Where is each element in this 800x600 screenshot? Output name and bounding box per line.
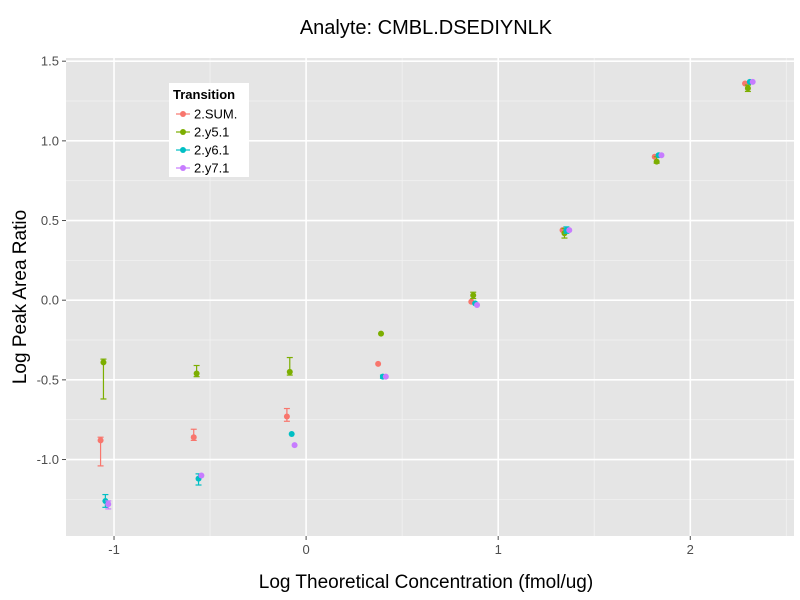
- legend-item: 2.SUM.: [176, 107, 237, 122]
- legend-item: 2.y5.1: [176, 125, 229, 140]
- x-axis: -1 0 1 2: [108, 536, 694, 557]
- data-point: [474, 301, 481, 308]
- legend-key-point: [180, 111, 186, 117]
- data-point: [193, 370, 200, 377]
- legend-label: 2.y5.1: [194, 125, 229, 140]
- data-point: [382, 373, 389, 380]
- data-point: [653, 158, 660, 165]
- data-point: [291, 442, 298, 449]
- legend-item: 2.y7.1: [176, 161, 229, 176]
- y-tick-label: 1.0: [41, 133, 59, 148]
- data-point: [100, 359, 107, 366]
- y-tick-label: 1.5: [41, 54, 59, 69]
- data-point: [288, 431, 295, 438]
- data-point: [566, 227, 573, 234]
- data-point: [749, 78, 756, 85]
- data-point: [375, 360, 382, 367]
- data-point: [470, 292, 477, 299]
- series-2-sum: [97, 80, 749, 467]
- error-bar: [100, 358, 107, 400]
- legend-label: 2.SUM.: [194, 107, 237, 122]
- y-axis-title: Log Peak Area Ratio: [10, 210, 31, 384]
- y-tick-label: -1.0: [37, 452, 59, 467]
- data-point: [190, 434, 197, 441]
- legend: Transition 2.SUM. 2.y5.1 2.y6.1 2.y7.1: [169, 83, 249, 177]
- legend-label: 2.y6.1: [194, 143, 229, 158]
- y-tick-label: 0.5: [41, 213, 59, 228]
- legend-label: 2.y7.1: [194, 161, 229, 176]
- data-point: [105, 501, 112, 508]
- legend-key-point: [180, 129, 186, 135]
- legend-title: Transition: [173, 87, 235, 102]
- minor-gridlines: [66, 58, 794, 536]
- series-2-y5-1: [100, 84, 751, 400]
- legend-key-point: [180, 147, 186, 153]
- data-series: [97, 78, 756, 510]
- y-tick-label: 0.0: [41, 293, 59, 308]
- data-point: [286, 368, 293, 375]
- legend-key-point: [180, 165, 186, 171]
- series-2-y7-1: [105, 78, 756, 510]
- major-gridlines: [66, 58, 794, 536]
- x-tick-label: 2: [687, 542, 694, 557]
- x-axis-title: Log Theoretical Concentration (fmol/ug): [259, 572, 593, 593]
- legend-item: 2.y6.1: [176, 143, 229, 158]
- data-point: [97, 437, 104, 444]
- x-tick-label: 0: [302, 542, 309, 557]
- x-tick-label: -1: [108, 542, 120, 557]
- data-point: [198, 472, 205, 479]
- y-axis: -1.0 -0.5 0.0 0.5 1.0 1.5: [37, 54, 66, 467]
- data-point: [283, 413, 290, 420]
- chart-title: Analyte: CMBL.DSEDIYNLK: [300, 17, 553, 39]
- data-point: [658, 152, 665, 159]
- y-tick-label: -0.5: [37, 372, 59, 387]
- data-point: [744, 85, 751, 92]
- x-tick-label: 1: [495, 542, 502, 557]
- data-point: [378, 330, 385, 337]
